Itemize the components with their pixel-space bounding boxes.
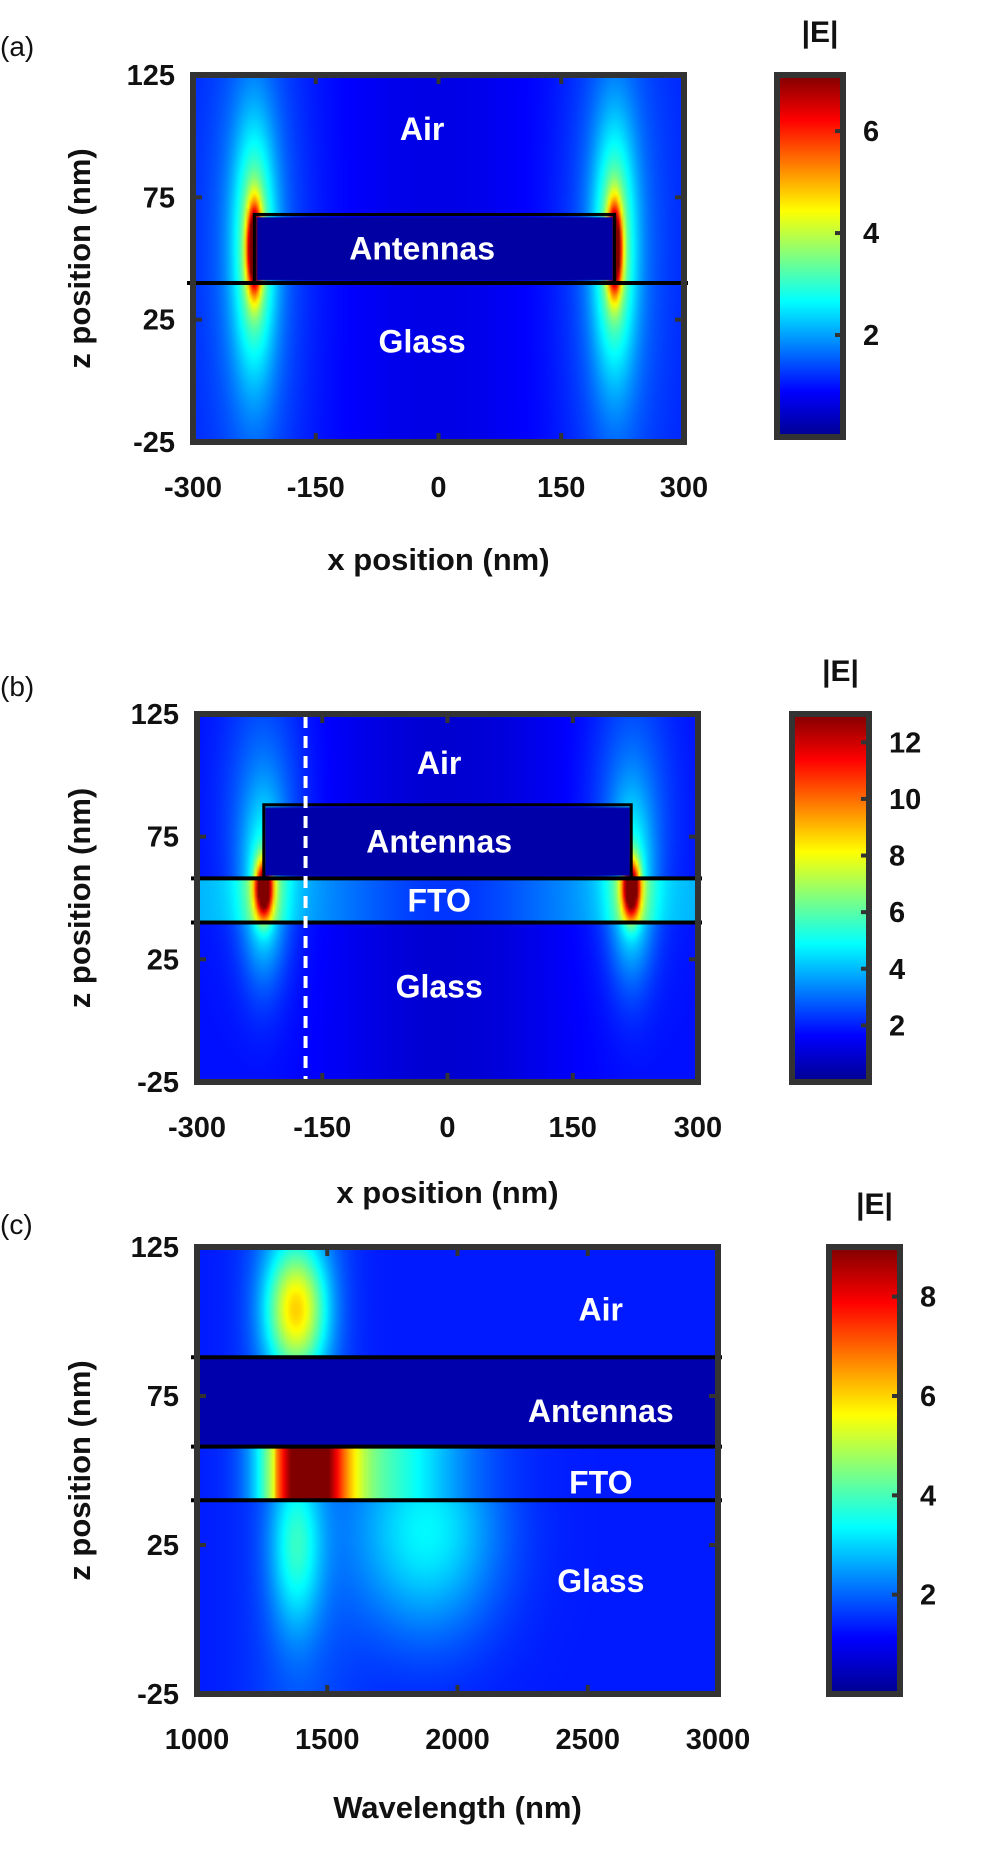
colorbar — [829, 1247, 900, 1694]
colorbar-title: |E| — [802, 16, 839, 49]
x-axis-label: Wavelength (nm) — [333, 1790, 582, 1825]
y-tick-label: -25 — [137, 1679, 179, 1711]
field-heatmap — [197, 1247, 718, 1694]
region-label: Glass — [379, 324, 466, 360]
colorbar-tick-label: 6 — [863, 116, 879, 148]
colorbar-frame — [826, 1244, 903, 1697]
colorbar-tick-label: 8 — [889, 841, 905, 873]
region-label: Antennas — [528, 1393, 674, 1429]
colorbar-tick-label: 4 — [920, 1480, 936, 1512]
region-label: Air — [579, 1292, 623, 1328]
x-tick-label: 3000 — [686, 1724, 751, 1756]
y-tick-label: -25 — [137, 1067, 179, 1099]
panel-a: (a) Air Antennas Glass -300 -150 0 150 3… — [0, 16, 879, 577]
colorbar-tick-label: 2 — [863, 320, 879, 352]
x-axis-label: x position (nm) — [327, 542, 549, 577]
panel-label: (a) — [0, 31, 34, 62]
colorbar-tick-label: 6 — [889, 897, 905, 929]
structure-lines — [191, 716, 702, 1080]
region-label: Antennas — [349, 231, 495, 267]
y-tick-label: 125 — [127, 60, 175, 92]
y-axis-label: z position (nm) — [62, 1360, 97, 1580]
colorbar-tick-label: 12 — [889, 727, 921, 759]
y-ticks: 125 75 25 -25 — [131, 1232, 179, 1711]
region-label: Glass — [396, 968, 483, 1004]
y-tick-label: 25 — [147, 1530, 179, 1562]
region-labels: Air Antennas FTO Glass — [366, 745, 512, 1004]
x-tick-label: 0 — [430, 472, 446, 504]
colorbar-ticks: 8 6 4 2 — [920, 1282, 936, 1612]
colorbar-tick-label: 10 — [889, 784, 921, 816]
y-tick-label: 75 — [147, 1381, 179, 1413]
x-tick-label: -300 — [168, 1112, 226, 1144]
region-label: Air — [417, 745, 461, 781]
y-tick-label: 75 — [147, 822, 179, 854]
x-tick-label: 1500 — [295, 1724, 360, 1756]
x-tick-label: 2000 — [425, 1724, 490, 1756]
colorbar-frame — [774, 72, 846, 440]
region-label: Air — [400, 111, 444, 147]
panel-label: (b) — [0, 671, 34, 702]
y-tick-label: 125 — [131, 1232, 179, 1264]
y-tick-label: -25 — [133, 427, 175, 459]
region-label: FTO — [407, 882, 470, 918]
x-tick-label: -150 — [293, 1112, 351, 1144]
colorbar-title: |E| — [822, 655, 859, 688]
x-tick-label: 2500 — [555, 1724, 620, 1756]
x-tick-label: 300 — [660, 472, 708, 504]
structure-lines — [191, 1355, 722, 1503]
y-tick-label: 75 — [143, 182, 175, 214]
colorbar-tick-label: 6 — [920, 1381, 936, 1413]
x-tick-label: 150 — [549, 1112, 597, 1144]
colorbar-tick-label: 8 — [920, 1282, 936, 1314]
colorbar-ticks: 6 4 2 — [863, 116, 879, 352]
x-tick-label: 150 — [537, 472, 585, 504]
colorbar-ticks: 12 10 8 6 4 2 — [889, 727, 921, 1042]
y-tick-label: 25 — [147, 944, 179, 976]
colorbar-frame — [789, 711, 872, 1085]
region-labels: Air Antennas FTO Glass — [528, 1292, 674, 1599]
panel-c: (c) Air Antennas FTO Glass 1000 1500 200… — [0, 1188, 936, 1825]
field-heatmap — [197, 714, 698, 1082]
colorbar-tick-label: 4 — [863, 218, 879, 250]
colorbar — [792, 714, 869, 1082]
colorbar-title: |E| — [856, 1188, 893, 1221]
colorbar-tick-label: 2 — [920, 1580, 936, 1612]
structure-lines — [187, 212, 688, 285]
y-axis-label: z position (nm) — [62, 148, 97, 368]
colorbar — [777, 75, 843, 437]
x-tick-label: -150 — [287, 472, 345, 504]
region-label: FTO — [569, 1464, 632, 1500]
colorbar-tick-label: 2 — [889, 1010, 905, 1042]
region-labels: Air Antennas Glass — [349, 111, 495, 360]
x-tick-label: -300 — [164, 472, 222, 504]
x-ticks: 1000 1500 2000 2500 3000 — [165, 1724, 751, 1756]
x-axis-label: x position (nm) — [336, 1175, 558, 1210]
region-label: Glass — [557, 1563, 644, 1599]
colorbar-tick-label: 4 — [889, 954, 905, 986]
y-ticks: 125 75 25 -25 — [131, 699, 179, 1099]
region-label: Antennas — [366, 824, 512, 860]
field-heatmap — [193, 75, 684, 442]
y-tick-label: 25 — [143, 305, 175, 337]
x-ticks: -300 -150 0 150 300 — [168, 1112, 722, 1144]
panel-b: (b) Air Antennas FTO Glass -300 -150 0 1… — [0, 655, 921, 1210]
x-tick-label: 1000 — [165, 1724, 230, 1756]
y-tick-label: 125 — [131, 699, 179, 731]
y-ticks: 125 75 25 -25 — [127, 60, 175, 459]
x-tick-label: 0 — [439, 1112, 455, 1144]
x-tick-label: 300 — [674, 1112, 722, 1144]
y-axis-label: z position (nm) — [62, 788, 97, 1008]
panel-label: (c) — [0, 1209, 33, 1240]
x-ticks: -300 -150 0 150 300 — [164, 472, 708, 504]
